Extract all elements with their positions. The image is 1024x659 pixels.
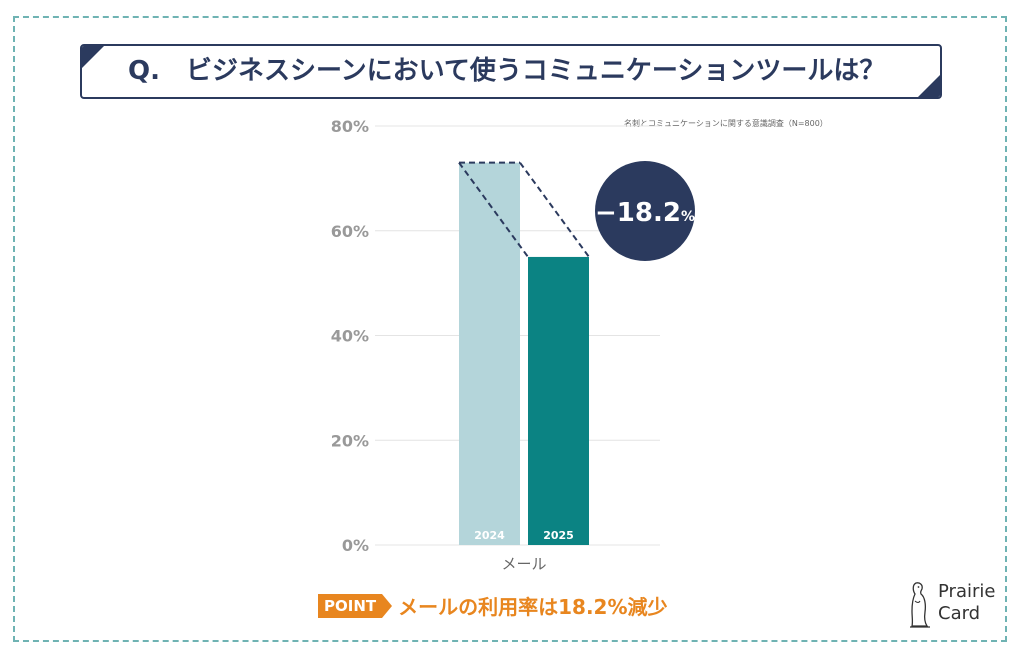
brand-logo: Prairie Card: [904, 579, 1004, 631]
point-text: メールの利用率は18.2%減少: [398, 595, 668, 619]
question-text: ビジネスシーンにおいて使うコミュニケーションツールは？: [185, 56, 886, 86]
question-box: Q. ビジネスシーンにおいて使うコミュニケーションツールは？: [80, 44, 942, 99]
y-tick-label: 80%: [331, 117, 369, 136]
change-badge-value: −18.2%: [595, 198, 695, 228]
point-summary: POINT メールの利用率は18.2%減少: [318, 591, 668, 619]
y-tick-label: 0%: [342, 536, 369, 555]
survey-source: 名刺とコミュニケーションに関する意識調査（N=800）: [624, 119, 828, 128]
question-title: Q. ビジネスシーンにおいて使うコミュニケーションツールは？: [128, 46, 885, 97]
bar-year-label: 2025: [543, 529, 574, 542]
bar-2024: [459, 162, 520, 545]
bar-2025: [528, 256, 589, 545]
corner-decoration-top-left: [82, 46, 104, 68]
logo-wordmark: Prairie Card: [938, 581, 995, 625]
bar-year-label: 2024: [474, 529, 505, 542]
y-tick-label: 40%: [331, 327, 369, 346]
logo-line-1: Prairie: [938, 581, 996, 602]
prairie-dog-icon: [910, 582, 930, 628]
question-prefix: Q.: [128, 56, 160, 86]
point-tag: POINT: [318, 593, 393, 618]
change-badge: [595, 161, 695, 261]
logo-line-2: Card: [938, 603, 981, 624]
y-tick-label: 60%: [331, 222, 369, 241]
category-label: メール: [501, 555, 546, 573]
dashed-frame: [13, 16, 1007, 642]
y-tick-label: 20%: [331, 431, 369, 450]
change-line-upper: [519, 162, 590, 258]
corner-decoration-bottom-right: [918, 75, 940, 97]
